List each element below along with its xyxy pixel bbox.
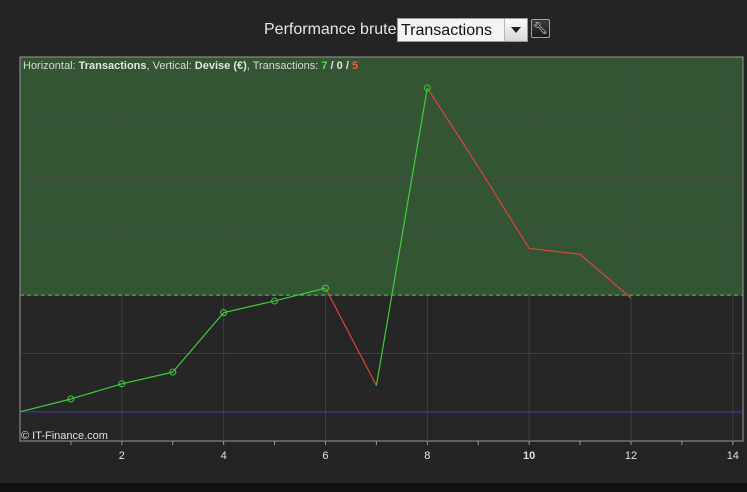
info-prefix-vertical: , Vertical: (146, 60, 195, 72)
x-tick-label-6: 6 (322, 450, 328, 462)
x-tick-label-4: 4 (221, 450, 227, 462)
x-tick-label-14: 14 (727, 450, 739, 462)
x-tick-label-2: 2 (119, 450, 125, 462)
series-segment-8 (375, 87, 428, 386)
count-losing: 5 (351, 60, 359, 72)
count-neutral: 0 (336, 60, 343, 72)
series-segment-10 (477, 166, 530, 249)
data-point-5 (271, 297, 279, 305)
data-point-2 (118, 380, 126, 388)
data-point-8 (423, 84, 431, 92)
data-point-4 (220, 309, 228, 317)
info-prefix-horizontal: Horizontal: (23, 60, 79, 72)
wrench-icon: 🔧︎ (532, 21, 549, 35)
info-horizontal-value: Transactions (78, 60, 147, 72)
chart-info-line: Horizontal: Transactions, Vertical: Devi… (23, 60, 358, 72)
series-segment-2 (70, 383, 123, 400)
series-segment-3 (121, 371, 173, 385)
x-tick-label-10: 10 (523, 450, 535, 462)
x-tick-label-8: 8 (424, 450, 430, 462)
series-segment-4 (172, 312, 225, 373)
settings-wrench-button[interactable]: 🔧︎ (531, 19, 550, 38)
series-segment-11 (529, 247, 581, 255)
series-segment-6 (274, 287, 326, 302)
bottom-bar (0, 483, 747, 492)
data-point-3 (169, 368, 177, 376)
count-separator-1: / (327, 60, 337, 72)
count-separator-2: / (342, 60, 352, 72)
info-prefix-transactions: , Transactions: (246, 60, 322, 72)
info-vertical-value: Devise (€) (194, 60, 247, 72)
x-tick-label-12: 12 (625, 450, 637, 462)
data-point-1 (67, 395, 75, 403)
view-select-value: Transactions (401, 22, 492, 39)
series-segment-5 (223, 300, 275, 314)
data-point-6 (321, 284, 329, 292)
gain-zone-fill (20, 57, 743, 296)
series-segment-12 (579, 253, 632, 299)
chart-header: Performance brute Transactions 🔧︎ (0, 17, 747, 45)
series-segment-7 (324, 287, 377, 386)
count-winning: 7 (321, 60, 328, 72)
page-title: Performance brute (264, 21, 397, 38)
series-segment-9 (426, 87, 479, 168)
copyright-label: © IT-Finance.com (21, 430, 108, 442)
chevron-down-icon[interactable] (504, 19, 527, 41)
series-segment-1 (19, 398, 72, 413)
view-select[interactable]: Transactions (397, 18, 528, 42)
